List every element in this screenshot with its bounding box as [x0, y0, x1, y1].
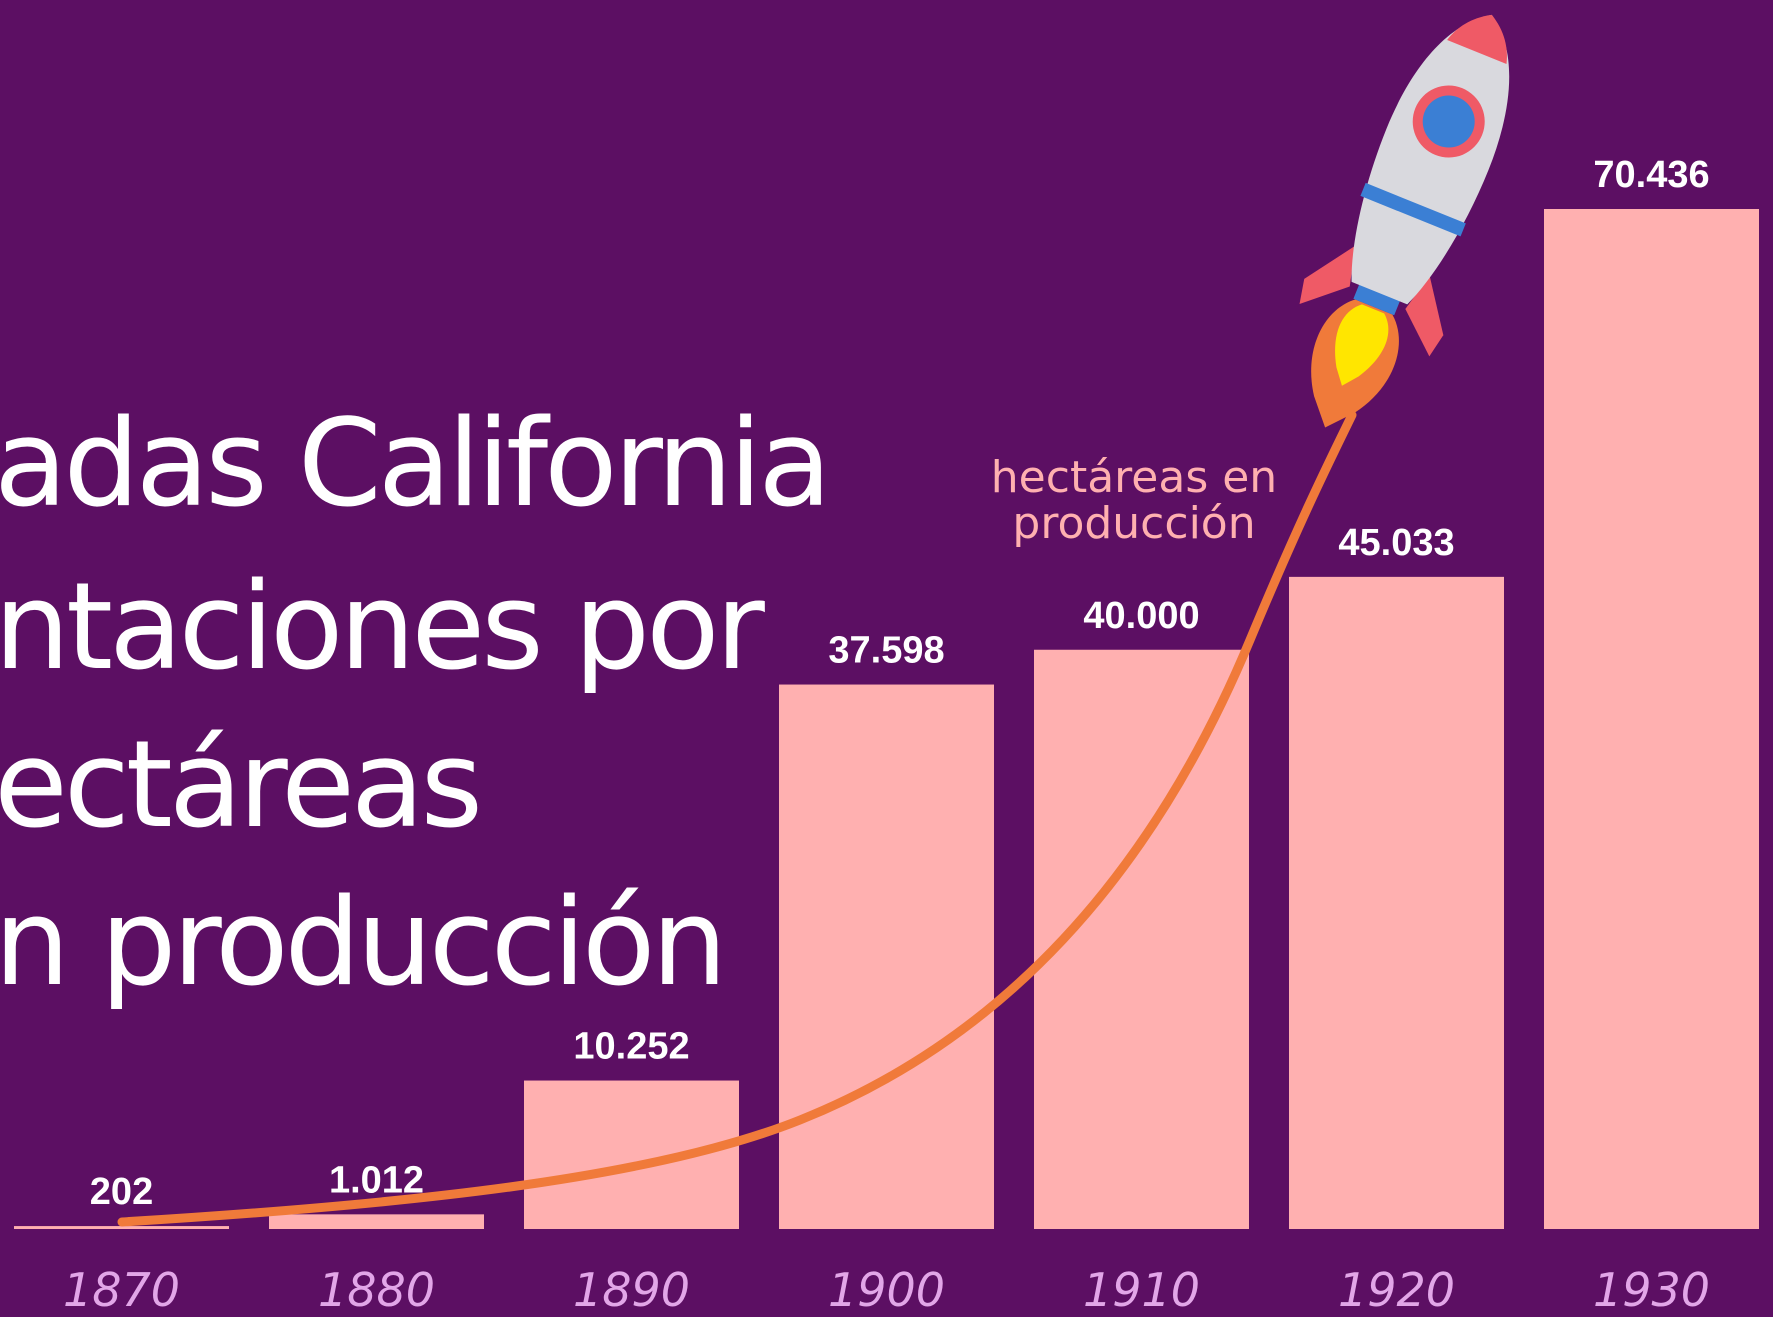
annotation: hectáreas en: [991, 452, 1277, 503]
title-line: ntaciones por: [0, 558, 766, 697]
annotation: producción: [1012, 498, 1255, 549]
bar: [779, 684, 994, 1229]
value-label: 202: [90, 1171, 153, 1213]
bar: [14, 1226, 229, 1229]
title-line: ectáreas: [0, 716, 479, 855]
x-tick-label: 1910: [1083, 1263, 1200, 1317]
value-label: 45.033: [1338, 522, 1454, 564]
x-tick-label: 1890: [573, 1263, 690, 1317]
value-label: 70.436: [1593, 154, 1709, 196]
bar: [1544, 209, 1759, 1229]
bar: [1289, 576, 1504, 1229]
value-label: 37.598: [828, 630, 944, 672]
x-tick-label: 1870: [63, 1263, 180, 1317]
x-tick-label: 1880: [318, 1263, 435, 1317]
bars-group: [14, 209, 1759, 1229]
value-label: 10.252: [573, 1026, 689, 1068]
x-tick-label: 1930: [1593, 1263, 1710, 1317]
bar: [1034, 649, 1249, 1229]
value-label: 40.000: [1083, 595, 1199, 637]
bar: [269, 1214, 484, 1229]
x-tick-label: 1900: [828, 1263, 945, 1317]
rocket: [1299, 14, 1510, 428]
title-line: adas California: [0, 395, 828, 534]
growth-curve: [117, 410, 1357, 1227]
title-line: n producción: [0, 874, 723, 1013]
bar: [524, 1080, 739, 1229]
x-tick-label: 1920: [1338, 1263, 1455, 1317]
value-label: 1.012: [329, 1159, 424, 1201]
